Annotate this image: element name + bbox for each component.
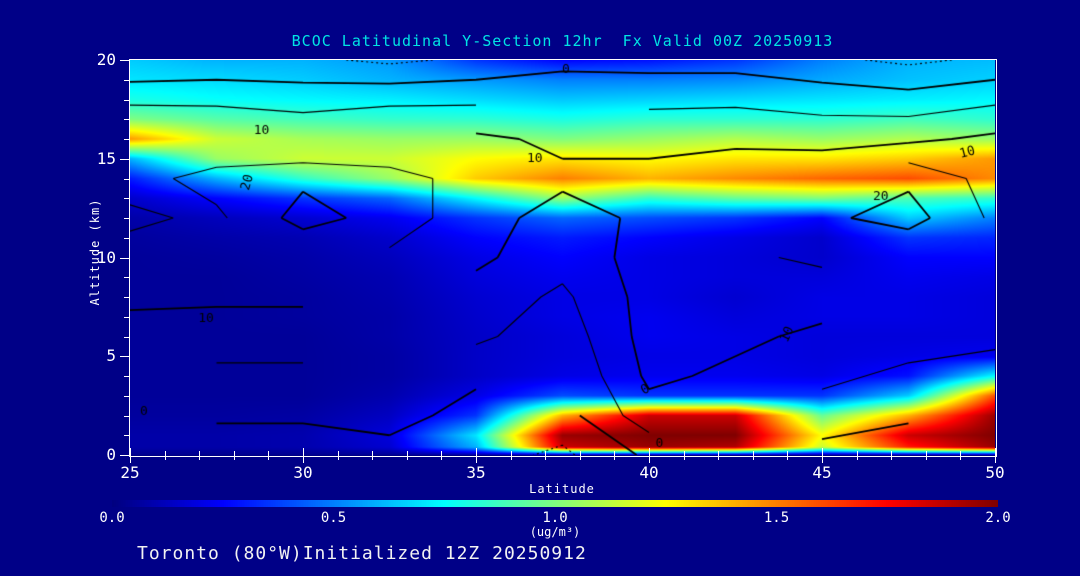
y-tick-label: 0 bbox=[106, 445, 116, 464]
x-axis-label: Latitude bbox=[529, 482, 595, 496]
colorbar-tick-label: 0.0 bbox=[99, 510, 125, 526]
y-axis-tick bbox=[120, 257, 130, 259]
y-axis-tick bbox=[124, 336, 130, 338]
y-axis-tick bbox=[124, 297, 130, 298]
x-axis-tick bbox=[718, 451, 720, 460]
contour-field-canvas bbox=[130, 60, 995, 455]
x-axis-tick bbox=[925, 451, 927, 460]
x-axis-tick bbox=[337, 451, 339, 460]
x-axis-tick bbox=[787, 451, 789, 460]
x-axis-tick bbox=[995, 448, 996, 463]
x-tick-label: 50 bbox=[985, 463, 1005, 482]
x-tick-label: 40 bbox=[639, 463, 659, 482]
y-axis-tick bbox=[124, 178, 130, 180]
init-info-text: Toronto (80°W)Initialized 12Z 20250912 bbox=[137, 543, 587, 564]
x-axis-tick bbox=[822, 448, 823, 463]
x-tick-label: 35 bbox=[466, 463, 486, 482]
y-axis-tick bbox=[124, 415, 130, 417]
x-axis-tick bbox=[649, 448, 650, 463]
x-axis-tick bbox=[960, 451, 962, 460]
colorbar-tick-label: 0.5 bbox=[320, 510, 347, 526]
x-axis-tick bbox=[372, 451, 374, 460]
y-tick-label: 20 bbox=[96, 50, 116, 69]
y-axis-tick bbox=[124, 395, 130, 397]
chart-title: BCOC Latitudinal Y-Section 12hr Fx Valid… bbox=[291, 32, 834, 50]
x-axis-tick bbox=[579, 451, 581, 460]
x-axis-tick bbox=[130, 448, 131, 463]
x-axis-tick bbox=[233, 451, 235, 460]
y-axis-tick bbox=[124, 277, 130, 279]
x-axis-tick bbox=[268, 451, 270, 460]
y-axis-label: Altitude (km) bbox=[88, 198, 102, 306]
x-axis-tick bbox=[406, 451, 408, 460]
x-axis-tick bbox=[303, 448, 304, 463]
x-axis-tick bbox=[199, 451, 201, 460]
y-axis-tick bbox=[120, 60, 130, 61]
y-axis-tick bbox=[124, 79, 130, 81]
y-tick-label: 10 bbox=[96, 247, 116, 267]
y-axis-tick bbox=[124, 435, 130, 437]
y-tick-label: 15 bbox=[96, 148, 116, 168]
x-axis-tick bbox=[752, 451, 754, 460]
y-axis-tick bbox=[124, 99, 130, 101]
y-axis-tick bbox=[120, 158, 130, 160]
y-axis-tick bbox=[120, 356, 130, 358]
x-axis-tick bbox=[856, 451, 858, 460]
x-axis-tick bbox=[164, 451, 166, 460]
y-axis-tick bbox=[120, 455, 130, 456]
y-axis-tick bbox=[124, 376, 130, 377]
colorbar-canvas bbox=[112, 500, 998, 507]
y-axis-tick bbox=[124, 119, 130, 121]
x-axis-tick bbox=[614, 451, 616, 460]
x-axis-tick bbox=[510, 451, 512, 460]
x-tick-label: 45 bbox=[812, 463, 832, 482]
x-tick-label: 30 bbox=[293, 463, 313, 482]
y-axis-tick bbox=[124, 316, 130, 318]
colorbar-tick-label: 1.5 bbox=[763, 510, 790, 526]
y-axis-tick bbox=[124, 218, 130, 219]
x-tick-label: 25 bbox=[120, 463, 140, 482]
colorbar-units: (ug/m³) bbox=[529, 525, 581, 539]
y-axis-tick bbox=[124, 139, 130, 140]
y-axis-tick bbox=[124, 198, 130, 200]
x-axis-tick bbox=[891, 451, 893, 460]
x-axis-tick bbox=[683, 451, 685, 460]
y-tick-label: 5 bbox=[106, 346, 116, 366]
x-axis-tick bbox=[545, 451, 547, 460]
colorbar-tick-label: 1.0 bbox=[542, 510, 568, 526]
colorbar-tick-label: 2.0 bbox=[985, 510, 1011, 526]
x-axis-tick bbox=[476, 448, 477, 463]
x-axis-tick bbox=[441, 451, 443, 460]
y-axis-tick bbox=[124, 237, 130, 239]
